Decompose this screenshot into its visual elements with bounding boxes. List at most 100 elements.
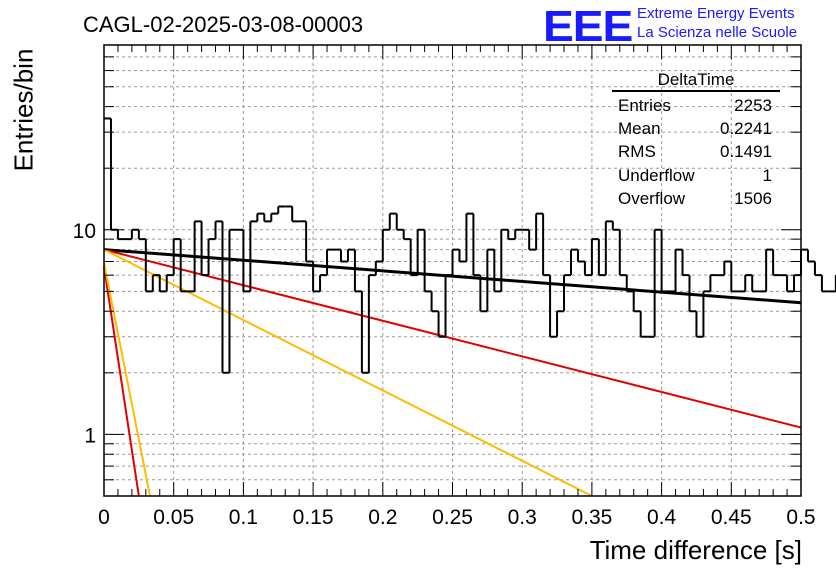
histogram-bin (423, 229, 432, 293)
histogram-bin (360, 291, 369, 374)
histogram-bin (583, 261, 592, 277)
histogram-bin (458, 249, 467, 263)
histogram-bin (319, 274, 328, 292)
histogram-bin (158, 275, 167, 293)
stats-box-title: DeltaTime (612, 70, 780, 92)
stats-label: Overflow (618, 188, 686, 208)
histogram-bin (326, 248, 335, 276)
eee-logo: EEE (543, 2, 633, 51)
histogram-bin (618, 229, 627, 277)
x-tick-label: 0.3 (508, 506, 537, 529)
axis-ticks (103, 45, 802, 496)
histogram-bin (486, 248, 495, 312)
histogram-bin (604, 220, 613, 276)
histogram-bin (702, 290, 711, 337)
histogram-bin (207, 238, 216, 276)
histogram-bin (590, 238, 599, 276)
logo-line-2: La Scienza nelle Scuole (637, 24, 798, 41)
stats-row-overflow: Overflow 1506 (612, 187, 778, 210)
fit-line (103, 266, 140, 497)
histogram-bin (563, 274, 571, 312)
histogram-bin (151, 274, 160, 292)
fit-line (103, 262, 151, 497)
histogram-bin (597, 239, 606, 277)
histogram-bin (514, 228, 523, 240)
histogram-bin (437, 311, 446, 338)
histogram-bin (639, 311, 648, 338)
histogram-bin (451, 248, 460, 276)
x-tick-label: 0.25 (432, 506, 473, 529)
histogram-bin (256, 212, 265, 222)
histogram-bin (806, 249, 815, 263)
histogram-bin (542, 213, 551, 277)
x-tick-labels: 0 0.05 0.1 0.15 0.2 0.25 0.3 0.35 0.4 0.45 0.5 (98, 506, 815, 529)
histogram-bin (416, 228, 425, 276)
histogram-bin (277, 205, 286, 214)
histogram-bin (660, 229, 669, 293)
histogram-bin (528, 229, 537, 251)
histogram-bin (674, 248, 683, 292)
y-axis-label: Entries/bin (8, 48, 39, 172)
histogram-bin (172, 238, 181, 276)
stats-label: RMS (618, 142, 656, 162)
stats-value: 1 (762, 165, 772, 185)
stats-row-entries: Entries 2253 (612, 94, 778, 117)
histogram-bin (472, 213, 481, 277)
histogram-bin (465, 212, 474, 262)
x-tick-label: 0.45 (711, 506, 752, 529)
histogram-bin (765, 248, 774, 292)
histogram-bin (569, 248, 578, 276)
histogram-bin (493, 249, 502, 293)
y-tick-label: 1 (84, 424, 96, 447)
stats-value: 1506 (734, 188, 772, 208)
x-tick-label: 0.4 (647, 506, 677, 529)
x-tick-label: 0.35 (571, 506, 612, 529)
histogram-bin (109, 118, 118, 231)
histogram-bin (291, 206, 300, 223)
histogram-bin (242, 229, 251, 293)
histogram-bin (576, 249, 585, 263)
grid-lines (104, 45, 801, 496)
histogram-bin (346, 248, 355, 262)
histogram-bin (681, 249, 690, 277)
x-tick-label: 0.2 (368, 506, 397, 529)
histogram-bin (723, 260, 732, 276)
histogram-bin (409, 239, 418, 277)
fit-line (103, 248, 802, 429)
histogram-bin (339, 249, 348, 263)
histogram-bin (800, 248, 808, 276)
histogram-bin (221, 221, 230, 374)
histogram-bin (388, 212, 397, 230)
histogram-bin (500, 228, 509, 292)
histogram-bin (200, 221, 209, 277)
y-tick-label: 10 (73, 220, 96, 243)
histogram-bin (744, 274, 753, 292)
stats-row-underflow: Underflow 1 (612, 164, 778, 187)
histogram-bin (193, 220, 202, 292)
x-axis-label: Time difference [s] (589, 535, 802, 565)
stats-label: Mean (618, 119, 661, 139)
histogram-bin (772, 249, 781, 277)
histogram-bin (813, 261, 822, 277)
histogram-bin (402, 229, 411, 241)
histogram-bin (535, 212, 544, 250)
histogram-bin (305, 221, 314, 263)
histogram-bin (395, 213, 404, 231)
histogram-bin (179, 239, 188, 293)
stats-label: Entries (618, 96, 671, 115)
histogram-bin (632, 291, 641, 313)
histogram-bin (549, 275, 558, 338)
histogram-bin (556, 310, 565, 337)
histogram-bin (479, 275, 488, 313)
histogram-series (104, 117, 836, 374)
stats-label: Underflow (618, 165, 695, 185)
stats-row-rms: RMS 0.1491 (612, 140, 778, 163)
histogram-bin (444, 274, 453, 337)
histogram-bin (611, 221, 620, 231)
histogram-bin (730, 261, 739, 293)
histogram-bin (820, 275, 829, 293)
histogram-bin (116, 229, 125, 241)
histogram-bin (367, 274, 376, 373)
histogram-bin (688, 275, 697, 313)
